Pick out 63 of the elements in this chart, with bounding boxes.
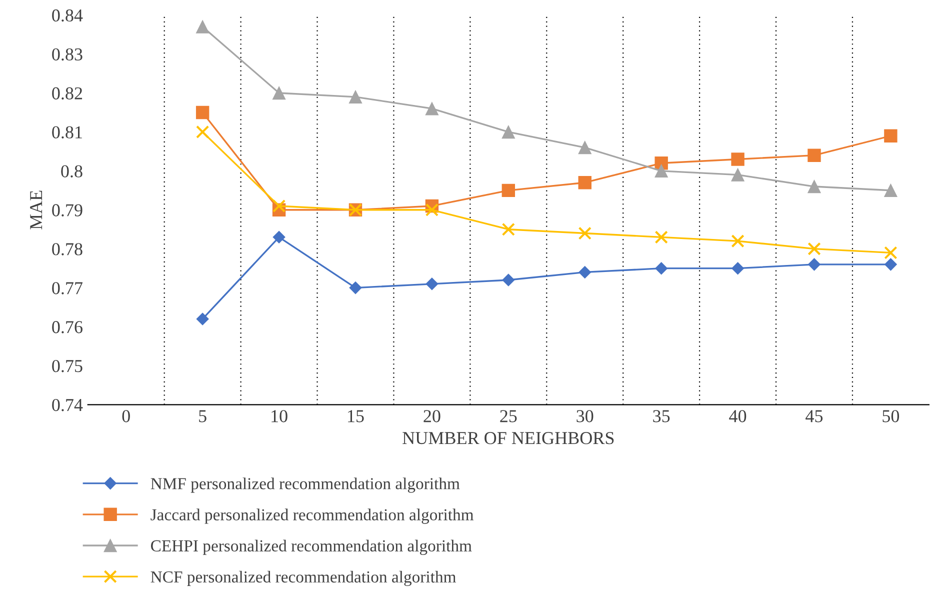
point xyxy=(578,266,592,278)
x-tick-label: 5 xyxy=(199,410,206,422)
legend-label: CEHPI personalized recommendation algorithm xyxy=(151,540,472,555)
x-tick-label: 15 xyxy=(348,410,364,422)
point xyxy=(578,176,592,190)
point xyxy=(884,184,898,198)
point xyxy=(884,246,898,260)
x-tick-label: 10 xyxy=(272,410,288,422)
x-tick-label: 25 xyxy=(500,410,517,422)
point xyxy=(425,203,439,216)
y-tick-label: 0.83 xyxy=(52,48,82,61)
y-tick-label: 0.75 xyxy=(52,360,82,372)
point xyxy=(655,262,668,275)
y-tick-label: 0.78 xyxy=(52,243,82,256)
point xyxy=(578,140,592,154)
point xyxy=(502,125,516,139)
x-tick-label: 30 xyxy=(576,410,594,422)
point xyxy=(348,90,362,104)
point xyxy=(196,20,210,34)
point xyxy=(808,148,821,162)
point xyxy=(196,125,210,139)
legend-label: Jaccard personalized recommendation algorithm xyxy=(150,508,474,524)
y-tick-label: 0.82 xyxy=(52,87,82,100)
y-axis-title: MAE xyxy=(30,190,42,230)
point xyxy=(884,129,898,142)
legend-label: NCF personalized recommendation algorithm xyxy=(150,570,456,586)
point xyxy=(578,226,592,240)
point xyxy=(272,86,286,100)
point xyxy=(808,242,821,256)
x-tick-label: 20 xyxy=(424,410,440,422)
point xyxy=(731,234,744,248)
point xyxy=(884,258,897,271)
y-tick-label: 0.8 xyxy=(61,165,82,178)
point xyxy=(502,274,515,286)
legend-label: NMF personalized recommendation algorithm xyxy=(150,478,460,493)
x-tick-label: 35 xyxy=(653,410,670,422)
point xyxy=(808,258,820,271)
y-tick-label: 0.79 xyxy=(52,204,82,216)
point xyxy=(272,230,286,244)
point xyxy=(654,230,668,244)
point xyxy=(654,164,668,178)
y-tick-label: 0.76 xyxy=(52,321,82,334)
x-axis-title: NUMBER OF NEIGHBORS xyxy=(402,432,614,444)
y-tick-label: 0.84 xyxy=(52,9,83,22)
y-tick-label: 0.81 xyxy=(52,126,82,138)
point xyxy=(732,262,744,275)
x-tick-label: 40 xyxy=(729,410,746,422)
point xyxy=(349,282,362,294)
point xyxy=(272,199,286,213)
y-tick-label: 0.74 xyxy=(52,398,83,412)
x-tick-label: 45 xyxy=(806,410,823,422)
point xyxy=(196,106,210,120)
y-tick-label: 0.77 xyxy=(52,282,83,294)
point xyxy=(426,278,438,290)
point xyxy=(808,180,821,194)
x-tick-label: 0 xyxy=(122,410,130,422)
point xyxy=(425,102,439,116)
point xyxy=(502,222,516,236)
point xyxy=(731,152,744,166)
point xyxy=(502,184,516,198)
x-tick-label: 50 xyxy=(882,410,900,422)
point xyxy=(731,168,744,182)
point xyxy=(196,312,209,326)
